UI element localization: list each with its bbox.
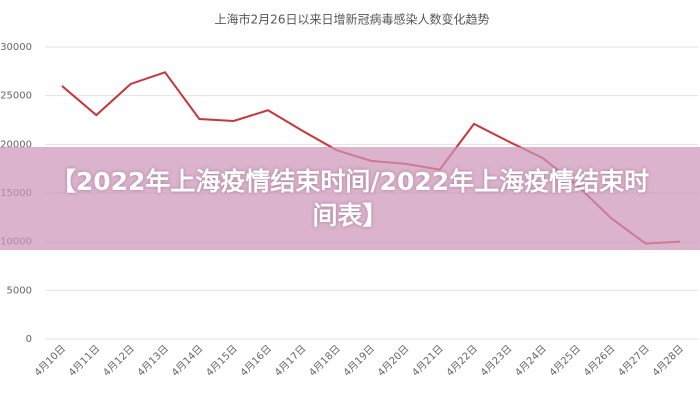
x-tick-label: 4月15日 xyxy=(204,343,240,379)
x-tick-label: 4月12日 xyxy=(101,343,137,379)
y-tick-label: 5000 xyxy=(7,285,32,296)
x-tick-label: 4月11日 xyxy=(66,343,102,379)
y-tick-label: 0 xyxy=(26,334,32,345)
x-tick-label: 4月16日 xyxy=(238,343,274,379)
chart-title: 上海市2月26日以来日增新冠病毒感染人数变化趋势 xyxy=(215,12,490,27)
x-tick-label: 4月24日 xyxy=(513,343,549,379)
y-tick-label: 25000 xyxy=(0,91,32,102)
x-tick-label: 4月10日 xyxy=(32,343,68,379)
x-tick-label: 4月20日 xyxy=(375,343,411,379)
banner: 【2022年上海疫情结束时间/2022年上海疫情结束时间表】 xyxy=(0,147,700,250)
x-tick-label: 4月27日 xyxy=(616,343,652,379)
x-tick-label: 4月26日 xyxy=(581,343,617,379)
x-tick-label: 4月23日 xyxy=(478,343,514,379)
y-tick-label: 20000 xyxy=(0,139,32,150)
x-tick-label: 4月28日 xyxy=(650,343,686,379)
x-tick-label: 4月19日 xyxy=(341,343,377,379)
x-tick-label: 4月17日 xyxy=(272,343,308,379)
x-tick-label: 4月14日 xyxy=(169,343,205,379)
x-tick-label: 4月13日 xyxy=(135,343,171,379)
x-tick-label: 4月21日 xyxy=(410,343,446,379)
x-tick-label: 4月18日 xyxy=(307,343,343,379)
x-tick-label: 4月22日 xyxy=(444,343,480,379)
x-tick-label: 4月25日 xyxy=(547,343,583,379)
banner-text: 【2022年上海疫情结束时间/2022年上海疫情结束时间表】 xyxy=(50,166,650,230)
y-tick-label: 30000 xyxy=(0,42,32,53)
